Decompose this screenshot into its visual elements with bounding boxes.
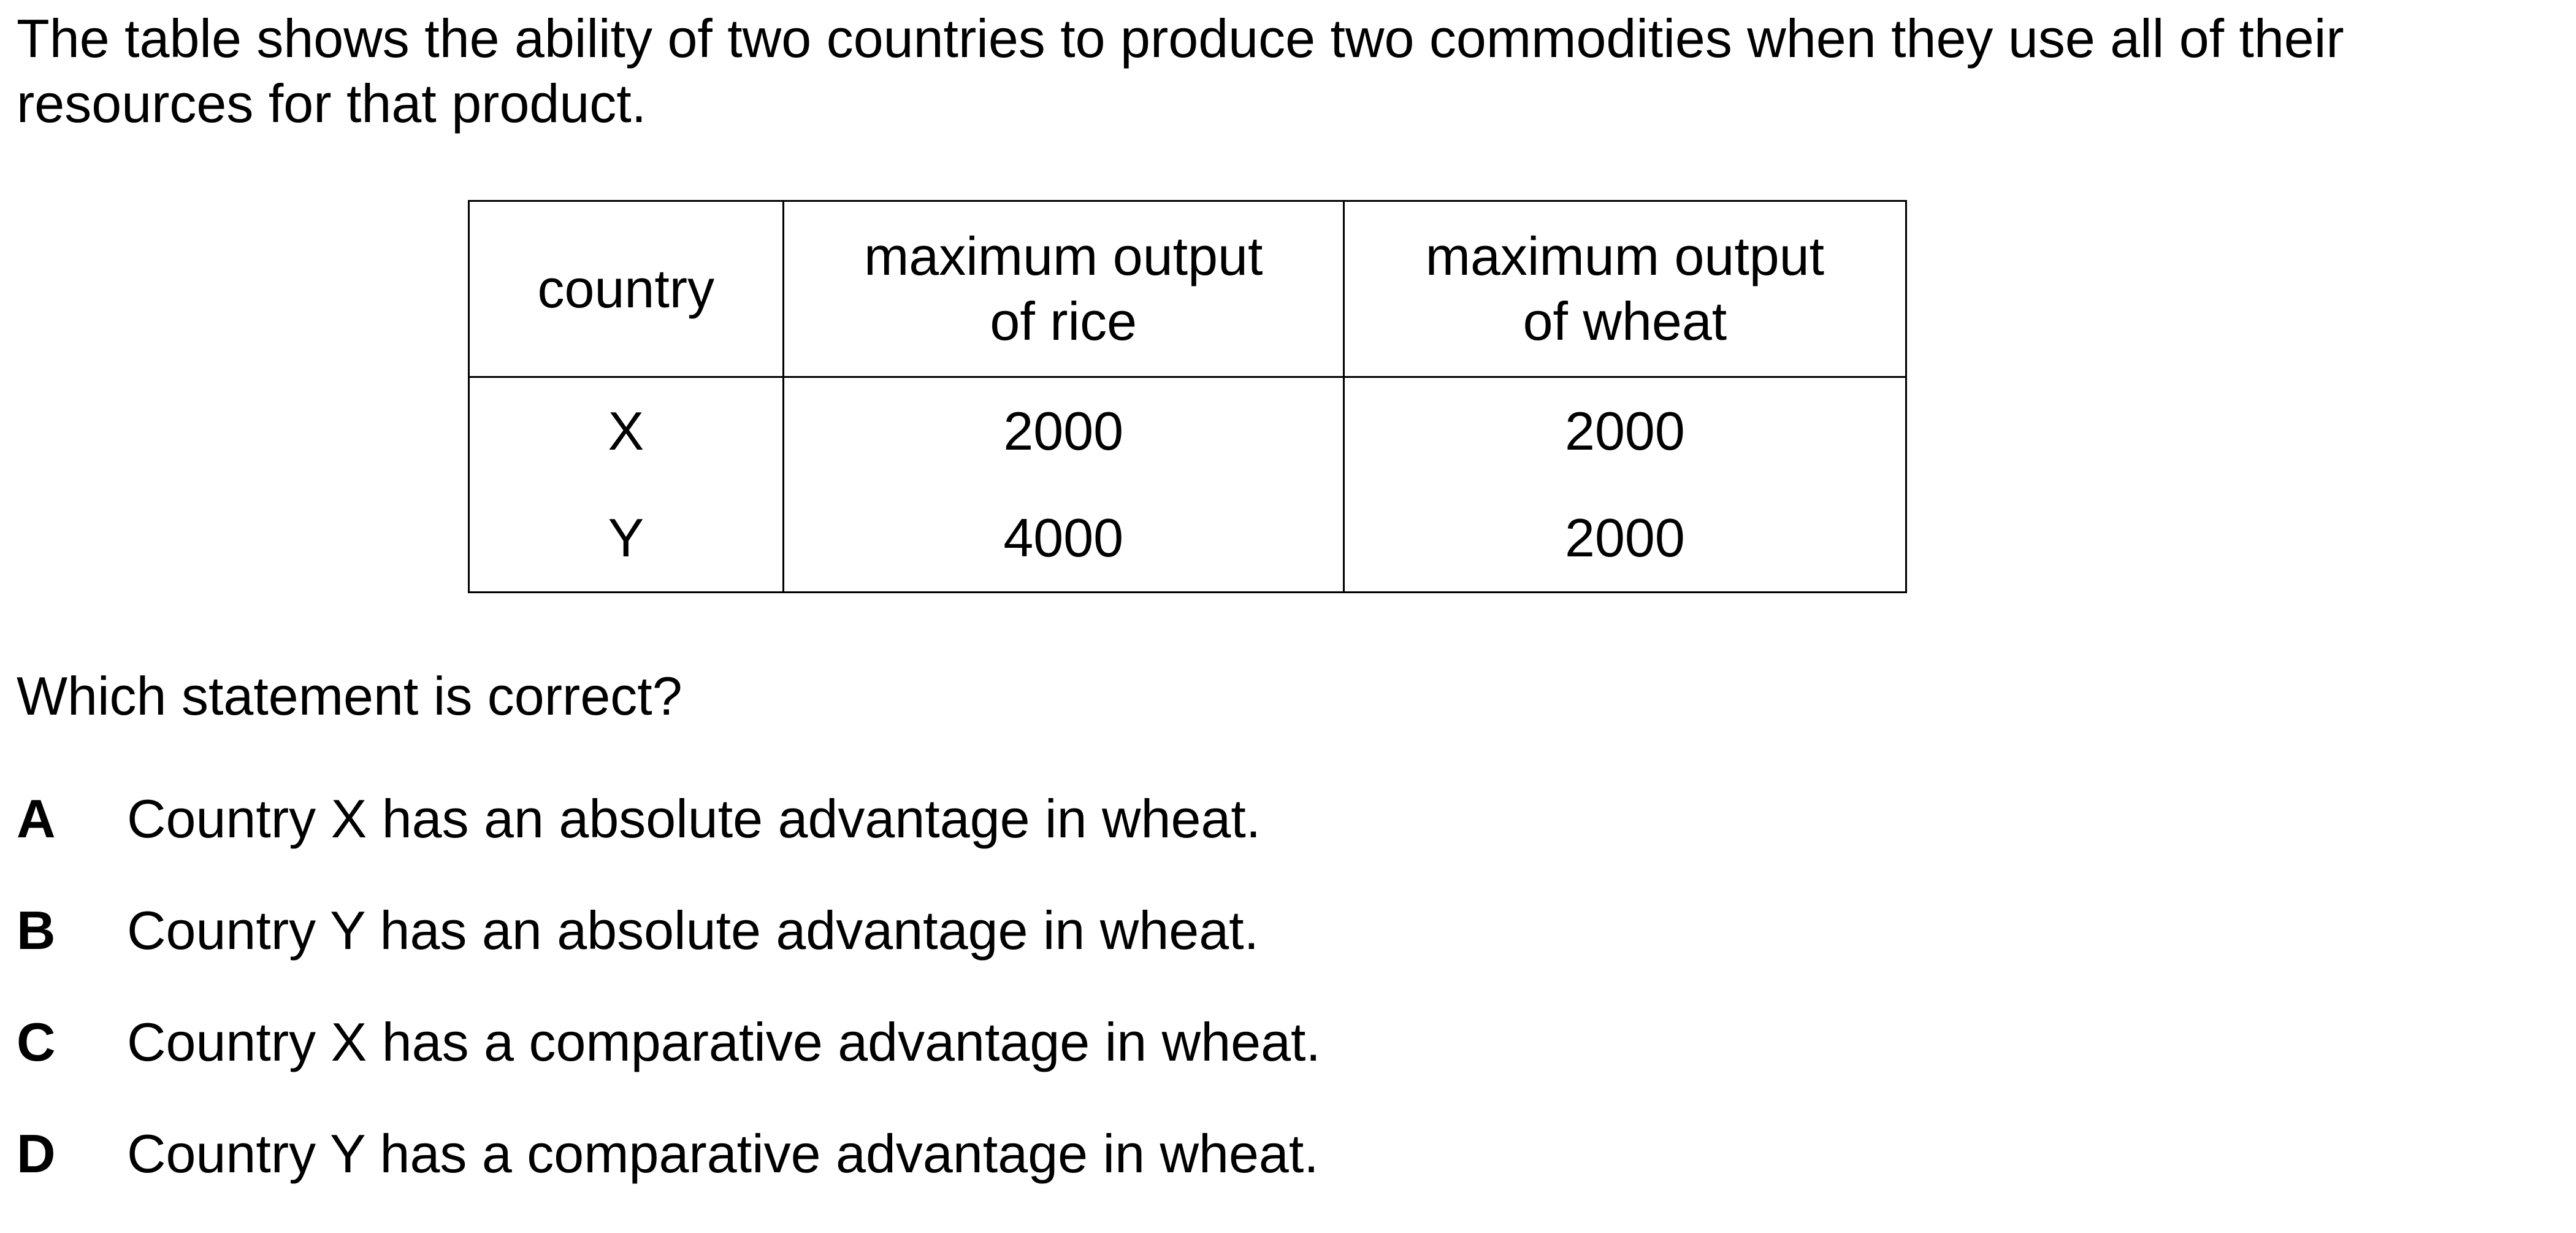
output-table: country maximum output of rice maximum o…	[468, 200, 1908, 593]
table-header-row: country maximum output of rice maximum o…	[468, 200, 1908, 378]
option-text: Country Y has an absolute advantage in w…	[127, 900, 1259, 961]
header-rice-line2: of rice	[990, 291, 1137, 351]
header-rice: maximum output of rice	[782, 200, 1345, 378]
option-letter: A	[17, 788, 56, 849]
header-wheat-line2: of wheat	[1523, 291, 1727, 351]
cell-rice: 4000	[782, 485, 1345, 593]
option-text: Country X has an absolute advantage in w…	[127, 788, 1261, 849]
option-text: Country X has a comparative advantage in…	[127, 1012, 1321, 1072]
intro-text: The table shows the ability of two count…	[17, 8, 2344, 134]
question-text: Which statement is correct?	[17, 666, 682, 726]
header-country: country	[468, 200, 784, 378]
option-text: Country Y has a comparative advantage in…	[127, 1123, 1319, 1184]
table-row: Y 4000 2000	[468, 485, 1908, 593]
cell-rice: 2000	[782, 377, 1345, 485]
cell-country: X	[468, 377, 784, 485]
option-letter: D	[17, 1123, 56, 1184]
option-letter: C	[17, 1012, 56, 1072]
cell-wheat: 2000	[1342, 485, 1908, 593]
header-wheat: maximum output of wheat	[1342, 200, 1908, 378]
option-letter: B	[17, 900, 56, 961]
cell-country: Y	[468, 485, 784, 593]
table-row: X 2000 2000	[468, 377, 1908, 485]
header-rice-line1: maximum output	[863, 226, 1263, 286]
cell-wheat: 2000	[1342, 377, 1908, 485]
header-wheat-line1: maximum output	[1425, 226, 1825, 286]
